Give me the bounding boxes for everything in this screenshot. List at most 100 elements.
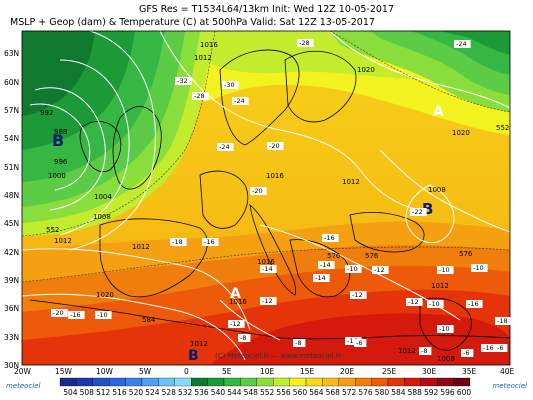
- temperature-label: -14: [318, 261, 335, 269]
- temperature-label: -28: [192, 92, 209, 100]
- colorbar-label: 512: [96, 388, 111, 397]
- isobar-label: 1008: [437, 355, 455, 363]
- colorbar-label: 540: [211, 388, 226, 397]
- colorbar-label: 544: [227, 388, 242, 397]
- lon-label: 10W: [96, 367, 114, 376]
- temperature-label: -12: [260, 297, 277, 305]
- lon-label: 0: [184, 367, 189, 376]
- colorbar-swatch: [240, 377, 257, 387]
- temperature-label-box: [267, 142, 284, 150]
- isobar-value-labels: 1016 1012 1020 992 988 996 1000 1004 100…: [40, 41, 470, 363]
- field-540-ne: [440, 31, 510, 55]
- geop-label: 552: [496, 124, 509, 132]
- pressure-centers: B A B A B: [52, 104, 444, 364]
- isobar-label: 1020: [357, 66, 375, 74]
- colorbar-label: 592: [424, 388, 439, 397]
- colorbar-label: 564: [309, 388, 324, 397]
- colorbar-label: 532: [178, 388, 193, 397]
- temperature-label-box: [175, 77, 192, 85]
- temperature-label-box: [437, 266, 454, 274]
- lon-label: 20W: [14, 367, 32, 376]
- lon-label: 20E: [340, 367, 355, 376]
- temperature-label-text: -10: [439, 266, 450, 274]
- geopotential-colorbar: 504 508 512 516 520 524 528 532 536 540 544 548 552 5…: [59, 377, 472, 397]
- colorbar-swatch: [338, 377, 356, 387]
- temperature-label: -10: [95, 311, 112, 319]
- temperature-label: -16: [481, 344, 498, 352]
- geop-contours: [22, 31, 510, 283]
- colorbar-swatch: [256, 377, 274, 387]
- colorbar-swatch: [371, 377, 389, 387]
- colorbar-label: 516: [112, 388, 127, 397]
- temperature-label-text: -12: [408, 298, 419, 306]
- field-556-band: [180, 31, 420, 80]
- temperature-label: -8: [238, 334, 251, 342]
- temperature-label: -16: [322, 234, 339, 242]
- colorbar-label: 568: [326, 388, 341, 397]
- colorbar-swatch: [223, 377, 241, 387]
- lon-label: 15E: [300, 367, 315, 376]
- temperature-label: -24: [454, 40, 471, 48]
- run-info-title: GFS Res = T1534L64/13km Init: Wed 12Z 10…: [138, 4, 395, 15]
- colorbar-label: 508: [80, 388, 95, 397]
- colorbar-swatch: [404, 377, 421, 387]
- lon-label: 25E: [382, 367, 397, 376]
- isobar-label: 1004: [94, 193, 112, 201]
- colorbar-label: 520: [129, 388, 144, 397]
- colorbar-swatch: [437, 377, 454, 387]
- temperature-label-text: -10: [347, 265, 358, 273]
- lat-label: 45N: [4, 219, 19, 228]
- pressure-low-marker: B: [422, 200, 433, 218]
- longitude-labels: 20W 15W 10W 5W 0 5E 10E 15E 20E 25E 30E …: [14, 367, 515, 376]
- colorbar-label: 600: [457, 388, 472, 397]
- temperature-label: -8: [419, 347, 432, 355]
- pressure-low-marker: B: [52, 131, 64, 150]
- temperature-label-box: [250, 187, 267, 195]
- temperature-label: -6: [354, 339, 367, 347]
- isobar-label: 1016: [200, 41, 218, 49]
- colorbar-label: 560: [293, 388, 308, 397]
- temperature-label-box: [318, 261, 335, 269]
- temperature-label-text: -18: [172, 238, 183, 246]
- credit-text: (C) Meteociel.fr — www.meteociel.fr: [215, 352, 342, 360]
- colorbar-label: 528: [162, 388, 177, 397]
- temperature-label-box: [410, 208, 427, 216]
- temperature-label-text: -16: [468, 300, 479, 308]
- temperature-label: -32: [175, 77, 192, 85]
- colorbar-swatch: [453, 377, 471, 387]
- temperature-label-text: -20: [53, 309, 64, 317]
- temperature-label: -18: [170, 238, 187, 246]
- lon-label: 40E: [500, 367, 515, 376]
- colorbar-swatch: [141, 377, 159, 387]
- temperature-label-box: [202, 238, 219, 246]
- temperature-label: -16: [202, 238, 219, 246]
- colorbar-label: 524: [145, 388, 160, 397]
- lon-label: 5E: [222, 367, 232, 376]
- temperature-label-text: -18: [497, 317, 508, 325]
- isobar-label: 1016: [266, 172, 284, 180]
- colorbar-label: 580: [375, 388, 390, 397]
- colorbar-label: 576: [358, 388, 373, 397]
- colorbar-swatch: [191, 377, 208, 387]
- temperature-label: -6: [461, 349, 474, 357]
- geop-label: 576: [365, 252, 379, 260]
- isobar-label: 1020: [452, 129, 470, 137]
- temperature-label-text: -14: [262, 265, 273, 273]
- temperature-label-text: -22: [412, 208, 423, 216]
- colorbar-swatch: [305, 377, 323, 387]
- logo-left: meteociel: [6, 382, 41, 390]
- temperature-label-text: -12: [352, 291, 363, 299]
- temperature-label-text: -14: [315, 274, 326, 282]
- temperature-label-box: [293, 339, 306, 347]
- geopotential-value-labels: 552 552 576 576 576 584: [46, 124, 509, 324]
- geop-label: 584: [142, 316, 156, 324]
- temperature-label-text: -8: [295, 339, 301, 347]
- temperature-label-text: -8: [240, 334, 246, 342]
- lat-label: 57N: [4, 106, 19, 115]
- colorbar-label: 504: [63, 388, 78, 397]
- pressure-high-marker: A: [230, 286, 241, 302]
- temperature-label: -10: [437, 325, 454, 333]
- temperature-label-box: [192, 92, 209, 100]
- colorbar-swatch: [109, 377, 126, 387]
